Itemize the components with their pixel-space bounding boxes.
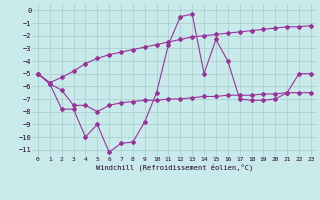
X-axis label: Windchill (Refroidissement éolien,°C): Windchill (Refroidissement éolien,°C) xyxy=(96,163,253,171)
